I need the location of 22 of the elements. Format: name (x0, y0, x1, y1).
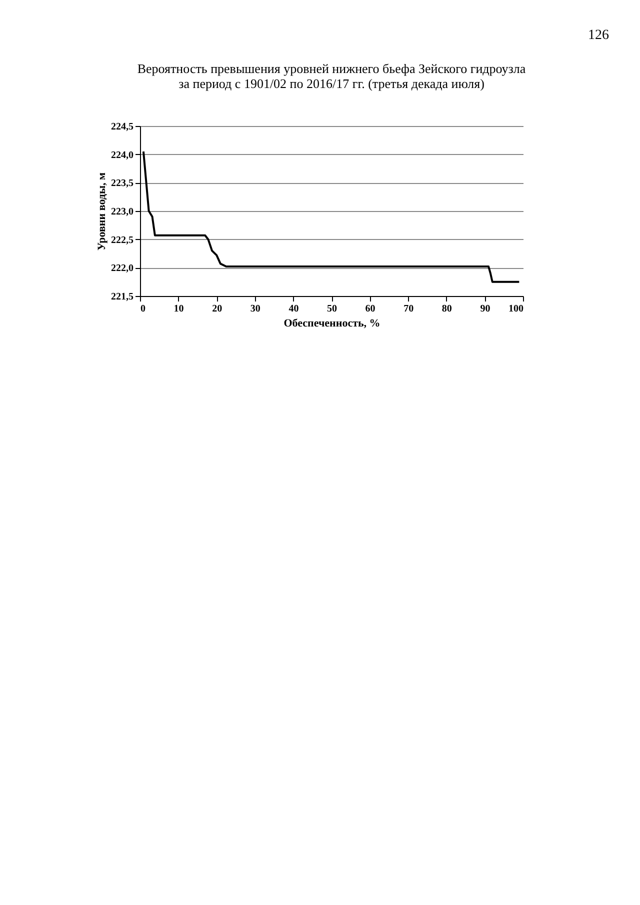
x-tick-label: 30 (250, 304, 260, 314)
y-tick-label: 222,5 (111, 234, 134, 246)
chart-title: Вероятность превышения уровней нижнего бьефа Зейского гидроузла за период с 1901/02 по 2016/17 гг. (третья декада июля) (137, 61, 526, 91)
x-tick-label: 0 (140, 304, 146, 314)
text: 126 (588, 28, 609, 44)
x-tick-label: 90 (480, 304, 490, 314)
y-tick-label: 222,0 (111, 263, 134, 274)
x-tick-label: 80 (442, 304, 452, 314)
x-tick-label: 60 (365, 304, 376, 314)
x-tick-label: 10 (174, 304, 184, 314)
x-tick-label: 20 (212, 304, 222, 314)
y-tick-label: 224,0 (111, 150, 134, 161)
x-tick-label: 40 (288, 304, 299, 314)
x-tick-label: 70 (404, 304, 414, 314)
y-tick-label: 224,5 (111, 122, 134, 132)
x-axis-title: Обеспеченность, % (284, 318, 380, 330)
y-tick-label: 223,0 (111, 206, 134, 218)
x-tick-label: 50 (327, 304, 337, 314)
y-tick-label: 223,5 (111, 178, 134, 190)
x-tick-label: 100 (508, 304, 524, 314)
y-axis-title: Уровни воды, м (96, 172, 108, 251)
y-tick-label: 221,5 (111, 292, 134, 302)
